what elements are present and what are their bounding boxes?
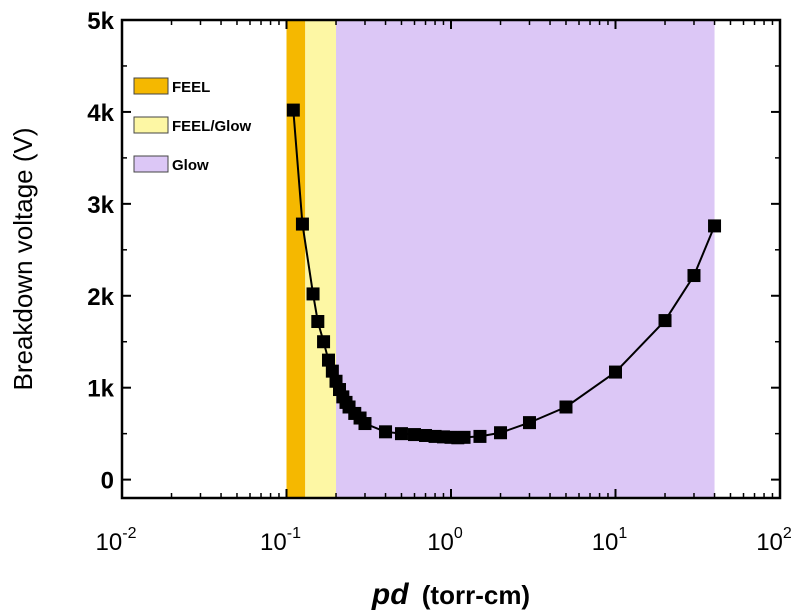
x-tick-label-base: 10: [96, 529, 123, 556]
y-tick-label-0: 0: [101, 468, 114, 495]
x-axis-title-unit: (torr-cm): [422, 580, 530, 610]
legend-label-feel: FEEL: [172, 79, 210, 96]
data-point-4: [317, 335, 331, 349]
x-tick-label-base: 10: [260, 529, 287, 556]
legend-swatch-glow: [133, 155, 169, 173]
x-tick-label-2: 100: [427, 525, 463, 556]
data-point-3: [311, 315, 325, 329]
data-point-2: [306, 287, 320, 301]
legend-label-glow: Glow: [172, 157, 209, 174]
x-tick-label-exponent: -1: [287, 525, 301, 542]
data-point-30: [687, 269, 701, 283]
data-point-15: [379, 425, 393, 439]
x-tick-label-base: 10: [756, 529, 783, 556]
x-tick-label-0: 10-2: [96, 525, 137, 556]
legend-label-feel-glow: FEEL/Glow: [172, 118, 252, 135]
x-tick-label-base: 10: [427, 529, 454, 556]
y-tick-label-4: 4k: [87, 100, 114, 127]
data-point-0: [286, 103, 300, 117]
data-point-5: [321, 353, 335, 367]
x-tick-label-3: 101: [592, 525, 628, 556]
data-point-16: [394, 427, 408, 441]
x-axis-title: pd (torr-cm): [371, 578, 530, 611]
legend: FEEL FEEL/Glow Glow: [133, 77, 252, 174]
region-feel-glow: [305, 20, 337, 498]
y-axis-title: Breakdown voltage (V): [8, 127, 38, 390]
data-point-24: [473, 429, 487, 443]
x-axis-title-variable: pd: [371, 578, 409, 611]
data-point-25: [494, 426, 508, 440]
y-tick-label-1: 1k: [87, 376, 114, 403]
data-point-31: [708, 219, 722, 233]
x-tick-label-exponent: 1: [618, 525, 627, 542]
x-tick-label-1: 10-1: [260, 525, 301, 556]
data-point-26: [522, 416, 536, 430]
region-feel: [286, 20, 306, 498]
x-tick-label-exponent: 0: [454, 525, 463, 542]
data-point-6: [325, 364, 339, 378]
points-layer: [286, 103, 722, 445]
data-point-23: [457, 430, 471, 444]
x-tick-label-base: 10: [592, 529, 619, 556]
y-tick-label-5: 5k: [87, 8, 114, 35]
legend-swatch-feel-glow: [133, 116, 169, 134]
x-tick-label-exponent: 2: [783, 525, 792, 542]
data-point-28: [609, 365, 622, 379]
data-point-17: [408, 428, 422, 442]
data-point-27: [559, 400, 573, 414]
data-point-1: [295, 217, 309, 231]
x-tick-label-4: 102: [756, 525, 792, 556]
legend-swatch-feel: [133, 77, 169, 95]
data-point-29: [658, 314, 672, 328]
y-tick-label-3: 3k: [87, 192, 114, 219]
y-tick-label-2: 2k: [87, 284, 114, 311]
data-point-14: [358, 417, 372, 431]
x-tick-label-exponent: -2: [122, 525, 136, 542]
